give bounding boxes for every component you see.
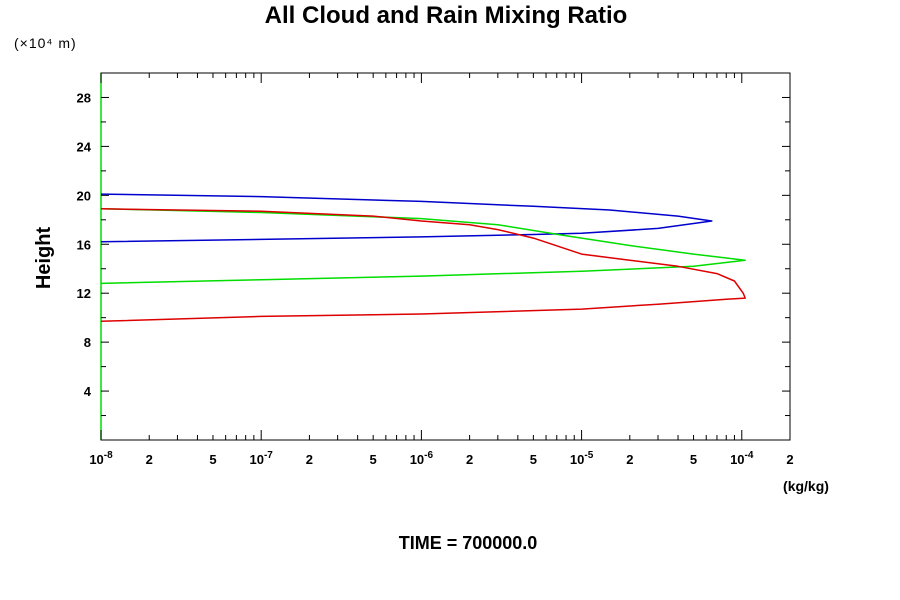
x-tick-label: 10-7 [250,450,274,467]
x-tick-labels: 10-8 2 5 10-7 2 5 10-6 2 5 10-5 2 5 10-4 2 [89,450,793,467]
x-tick-label: 2 [306,452,313,467]
x-tick-label: 5 [209,452,216,467]
x-tick-label: 2 [466,452,473,467]
x-tick-label: 2 [626,452,633,467]
y-tick-label: 4 [84,384,92,399]
x-tick-label: 5 [370,452,377,467]
x-tick-label: 5 [690,452,697,467]
y-tick-label: 8 [84,335,91,350]
x-tick-label: 10-8 [89,450,113,467]
x-tick-label: 10-4 [730,450,754,467]
x-tick-label: 5 [530,452,537,467]
series-line-1 [100,193,713,243]
axis-ticks [100,73,791,440]
time-label: TIME = 700000.0 [399,533,538,553]
y-tick-label: 16 [77,237,91,252]
y-tick-label: 12 [77,286,91,301]
y-tick-label: 20 [77,188,91,203]
y-tick-labels: 4 8 12 16 20 24 28 [77,90,92,399]
series-line-2 [100,208,746,285]
y-scale-note: (×10⁴ m) [14,35,77,51]
x-tick-label: 10-6 [410,450,434,467]
x-tick-label: 2 [786,452,793,467]
y-axis-label: Height [33,227,55,290]
x-tick-label: 2 [146,452,153,467]
y-tick-label: 28 [77,90,91,105]
series-line-3 [100,208,746,323]
x-tick-label: 10-5 [570,450,594,467]
chart-title: All Cloud and Rain Mixing Ratio [265,2,628,29]
x-axis-units-label: (kg/kg) [783,478,829,494]
plot-frame [100,72,791,441]
y-tick-label: 24 [77,139,92,154]
data-series [100,193,746,323]
